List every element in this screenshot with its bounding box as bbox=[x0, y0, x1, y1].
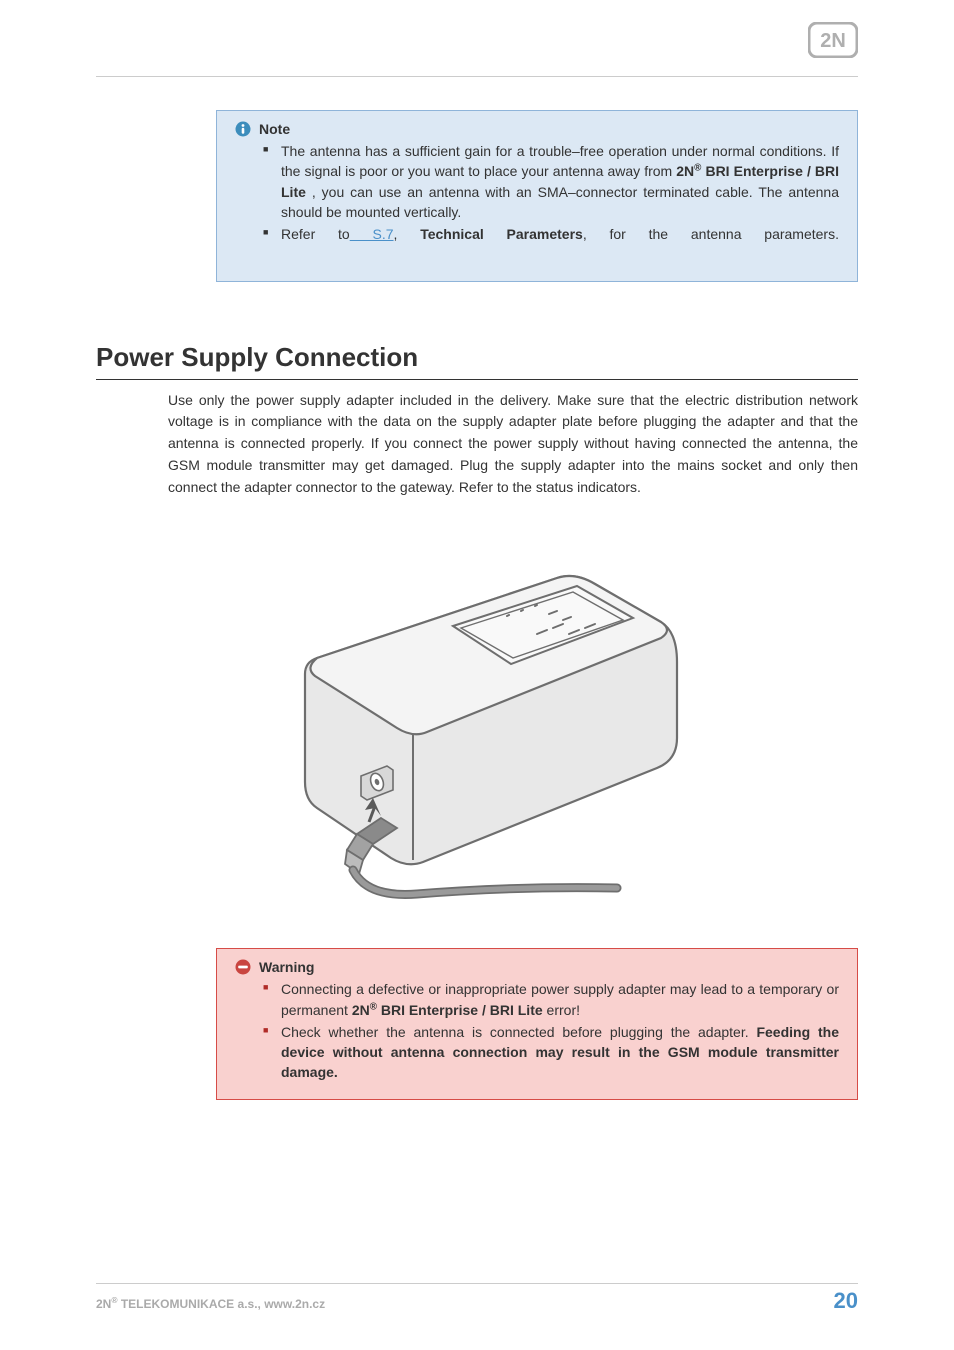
footer-text: 2N bbox=[96, 1297, 111, 1311]
brand-ref: 2N bbox=[352, 1002, 370, 1018]
brand-sup: ® bbox=[370, 1001, 377, 1012]
note-text: , bbox=[394, 226, 421, 242]
section-body: Use only the power supply adapter includ… bbox=[168, 390, 858, 498]
note-item: The antenna has a sufficient gain for a … bbox=[281, 141, 839, 222]
warning-text: Check whether the antenna is connected b… bbox=[281, 1024, 756, 1040]
note-title: Note bbox=[259, 121, 290, 137]
brand-logo: 2N bbox=[808, 22, 858, 58]
footer-rule bbox=[96, 1283, 858, 1284]
page-footer: 2N® TELEKOMUNIKACE a.s., www.2n.cz 20 bbox=[96, 1288, 858, 1314]
note-bold: Technical Parameters bbox=[420, 226, 583, 242]
warning-item: Connecting a defective or inappropriate … bbox=[281, 979, 839, 1020]
footer-company: 2N® TELEKOMUNIKACE a.s., www.2n.cz bbox=[96, 1295, 325, 1311]
section-rule bbox=[96, 379, 858, 380]
brand-ref: BRI Enterprise / BRI Lite bbox=[377, 1002, 543, 1018]
logo-text: 2N bbox=[820, 30, 846, 52]
note-text: , you can use an antenna with an SMA–con… bbox=[281, 184, 839, 220]
note-callout: Note The antenna has a sufficient gain f… bbox=[216, 110, 858, 282]
brand-ref: 2N bbox=[676, 163, 694, 179]
no-entry-icon bbox=[235, 959, 251, 975]
page: 2N Note The antenna has a sufficient gai… bbox=[0, 0, 954, 1350]
device-figure bbox=[96, 538, 858, 908]
section-link[interactable]: S.7 bbox=[350, 226, 394, 242]
footer-text: TELEKOMUNIKACE a.s., www.2n.cz bbox=[118, 1297, 326, 1311]
note-text: Refer to bbox=[281, 226, 350, 242]
note-header: Note bbox=[235, 121, 839, 137]
info-icon bbox=[235, 121, 251, 137]
warning-text: error! bbox=[543, 1002, 580, 1018]
page-number: 20 bbox=[834, 1288, 858, 1314]
warning-item: Check whether the antenna is connected b… bbox=[281, 1022, 839, 1083]
warning-header: Warning bbox=[235, 959, 839, 975]
warning-title: Warning bbox=[259, 959, 314, 975]
note-text: , for the antenna parameters. bbox=[583, 226, 839, 242]
warning-callout: Warning Connecting a defective or inappr… bbox=[216, 948, 858, 1099]
section-heading: Power Supply Connection bbox=[96, 342, 858, 373]
header-rule bbox=[96, 76, 858, 77]
note-item: Refer to S.7, Technical Parameters, for … bbox=[281, 224, 839, 265]
